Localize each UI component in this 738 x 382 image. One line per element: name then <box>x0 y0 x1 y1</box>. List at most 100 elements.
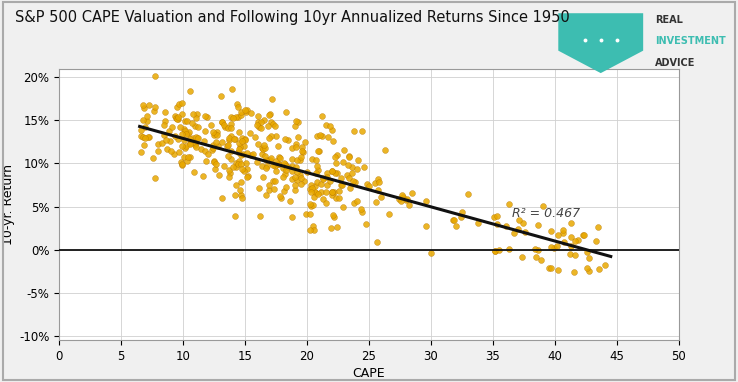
Point <box>294 157 306 163</box>
Point <box>224 167 235 173</box>
Point <box>279 172 291 178</box>
Point <box>493 247 505 253</box>
Point <box>373 178 385 185</box>
Point <box>176 110 187 117</box>
Point <box>201 114 213 120</box>
Point <box>223 138 235 144</box>
Point <box>230 214 241 220</box>
Point <box>241 173 253 180</box>
Point <box>180 130 192 136</box>
Point <box>173 100 185 107</box>
Point <box>252 113 263 119</box>
Point <box>322 182 334 188</box>
Text: INVESTMENT: INVESTMENT <box>655 36 725 46</box>
Point <box>291 177 303 183</box>
Point <box>556 230 568 236</box>
Point <box>292 170 303 176</box>
Point <box>306 185 318 191</box>
Text: ADVICE: ADVICE <box>655 58 695 68</box>
Point <box>221 143 232 149</box>
Point <box>277 188 289 194</box>
Point <box>315 181 327 187</box>
Point <box>370 180 382 186</box>
Point <box>141 113 153 119</box>
Point <box>277 165 289 171</box>
Point <box>195 146 207 152</box>
Point <box>352 157 364 163</box>
Point <box>199 138 210 144</box>
Point <box>208 157 220 163</box>
Point <box>226 113 238 120</box>
Point <box>282 137 294 143</box>
Point <box>137 117 148 123</box>
Point <box>139 124 151 130</box>
Point <box>143 134 155 140</box>
Point <box>508 230 520 236</box>
Point <box>199 148 211 154</box>
Point <box>241 150 252 156</box>
Point <box>310 157 322 163</box>
Point <box>320 200 332 206</box>
Point <box>156 140 168 146</box>
Point <box>325 225 337 231</box>
Point <box>537 202 549 209</box>
Point <box>272 143 283 149</box>
Point <box>342 162 354 168</box>
Point <box>360 221 372 227</box>
Point <box>286 176 298 182</box>
Point <box>462 191 474 197</box>
Point <box>216 196 228 202</box>
Point <box>223 174 235 180</box>
Point <box>263 112 275 118</box>
Point <box>205 122 217 128</box>
Point <box>456 209 468 215</box>
Point <box>297 148 308 154</box>
Point <box>314 132 326 138</box>
Point <box>349 179 361 185</box>
Point <box>393 196 404 202</box>
Point <box>207 145 218 151</box>
Point <box>370 199 382 205</box>
Point <box>279 161 291 167</box>
Point <box>292 133 304 139</box>
Point <box>331 152 343 159</box>
Point <box>275 193 286 199</box>
Point <box>263 123 275 129</box>
Point <box>149 104 161 110</box>
Point <box>351 198 362 204</box>
Y-axis label: 10-yr. Return: 10-yr. Return <box>1 164 15 245</box>
Point <box>212 129 224 135</box>
Point <box>424 250 436 256</box>
Point <box>179 138 190 144</box>
Point <box>326 189 338 195</box>
Point <box>346 164 358 170</box>
Point <box>269 163 280 169</box>
Point <box>184 141 196 147</box>
Point <box>296 144 308 150</box>
Point <box>230 182 242 188</box>
Point <box>210 166 221 172</box>
Point <box>590 238 601 244</box>
X-axis label: CAPE: CAPE <box>353 367 385 380</box>
Point <box>330 160 342 166</box>
Point <box>291 118 303 124</box>
Point <box>184 136 196 142</box>
Point <box>270 158 282 164</box>
Point <box>191 135 203 141</box>
Point <box>178 126 190 132</box>
Point <box>568 252 580 258</box>
Point <box>270 168 282 174</box>
Point <box>246 152 258 158</box>
Point <box>326 192 338 198</box>
Point <box>564 251 576 257</box>
Point <box>280 163 292 169</box>
Point <box>242 173 254 180</box>
Point <box>261 163 273 169</box>
Point <box>227 164 239 170</box>
Point <box>266 155 277 161</box>
Point <box>326 168 338 174</box>
Point <box>324 123 336 129</box>
Point <box>376 194 387 200</box>
Point <box>180 143 192 149</box>
Point <box>222 142 234 148</box>
